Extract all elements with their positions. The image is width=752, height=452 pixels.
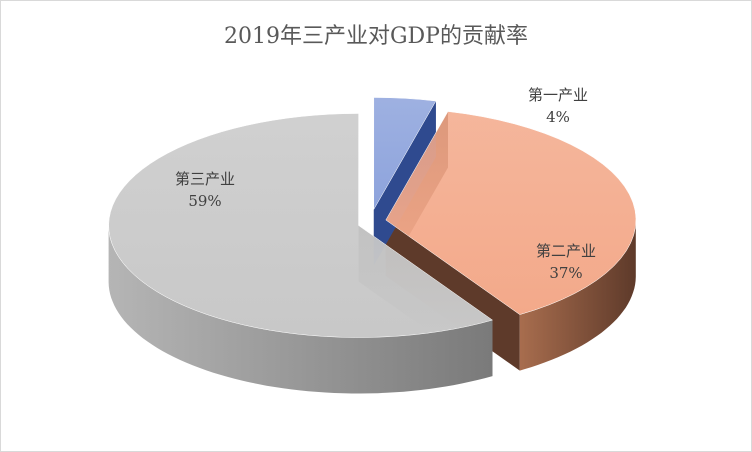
slice-label-primary: 第一产业 xyxy=(528,86,588,104)
pie-slice-primary xyxy=(373,97,437,211)
slice-label-tertiary: 第三产业 xyxy=(175,170,235,188)
pie-side-tertiary xyxy=(108,226,493,394)
pie-slice-secondary xyxy=(385,111,637,315)
pie-slice-tertiary xyxy=(108,113,494,338)
slice-value-tertiary: 59% xyxy=(188,192,221,210)
pie-side-secondary xyxy=(519,220,636,371)
pie-tops xyxy=(108,97,637,338)
pie-labels: 第一产业 4% 第二产业 37% 第三产业 59% xyxy=(175,86,596,282)
chart-title: 2019年三产业对GDP的贡献率 xyxy=(223,24,528,49)
slice-value-secondary: 37% xyxy=(549,264,582,282)
pie-cut-primary-1 xyxy=(373,101,436,266)
slice-label-secondary: 第二产业 xyxy=(536,242,596,260)
slice-value-primary: 4% xyxy=(546,108,570,126)
